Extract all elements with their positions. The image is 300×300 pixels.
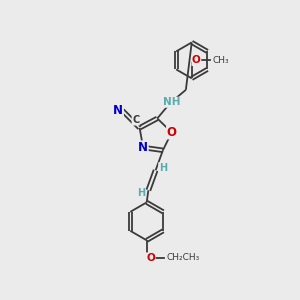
Text: N: N — [138, 141, 148, 154]
Text: NH: NH — [163, 97, 180, 107]
Text: CH₂CH₃: CH₂CH₃ — [167, 254, 200, 262]
Text: H: H — [159, 163, 167, 173]
Text: CH₃: CH₃ — [213, 56, 229, 65]
Text: C: C — [132, 115, 140, 125]
Text: O: O — [192, 56, 201, 65]
Text: N: N — [113, 104, 123, 117]
Text: O: O — [167, 126, 177, 139]
Text: O: O — [146, 253, 155, 263]
Text: H: H — [137, 188, 145, 198]
